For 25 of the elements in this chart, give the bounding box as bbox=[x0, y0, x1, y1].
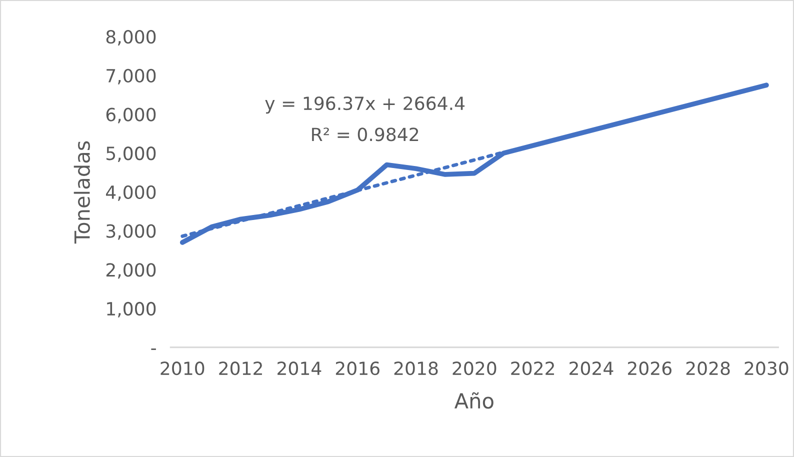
x-tick-label: 2026 bbox=[628, 362, 672, 376]
x-tick-label: 2010 bbox=[160, 362, 204, 376]
y-tick-label: 7,000 bbox=[106, 68, 156, 84]
x-tick-label: 2014 bbox=[278, 362, 322, 376]
x-tick-label: 2024 bbox=[570, 362, 614, 376]
y-axis-title: Toneladas bbox=[74, 141, 90, 244]
y-tick-label: 6,000 bbox=[106, 108, 156, 124]
line-series bbox=[180, 82, 769, 245]
x-tick-label: 2030 bbox=[744, 362, 788, 376]
y-tick-label: 1,000 bbox=[107, 302, 156, 318]
y-tick-label: 5,000 bbox=[106, 146, 156, 162]
x-tick-label: 2020 bbox=[452, 362, 496, 376]
x-tick-label: 2012 bbox=[219, 362, 262, 376]
y-tick-label: 4,000 bbox=[106, 185, 156, 201]
y-tick-label: 2,000 bbox=[106, 263, 156, 279]
y-tick-label: 3,000 bbox=[106, 224, 156, 240]
x-tick-label: 2028 bbox=[686, 362, 730, 376]
y-tick-label: - bbox=[151, 348, 156, 350]
y-tick-label: 8,000 bbox=[106, 30, 156, 46]
x-axis-title: Año bbox=[454, 392, 494, 409]
x-tick-label: 2018 bbox=[394, 362, 438, 376]
x-tick-label: 2016 bbox=[336, 362, 380, 376]
annotation: y = 196.37x + 2664.4 bbox=[265, 96, 465, 114]
annotation: R² = 0.9842 bbox=[312, 128, 418, 142]
x-tick-label: 2022 bbox=[511, 362, 554, 376]
